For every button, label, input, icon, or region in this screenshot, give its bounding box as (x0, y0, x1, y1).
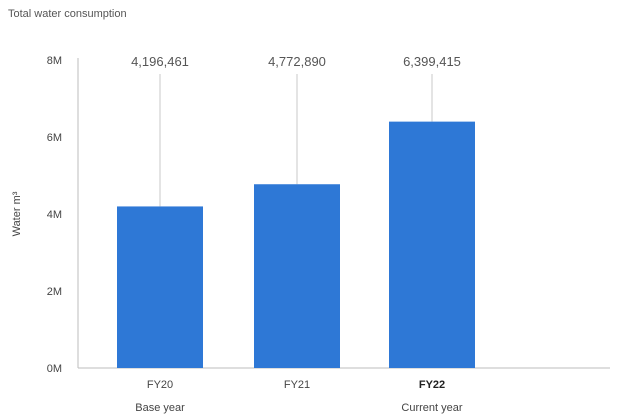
bar (254, 184, 340, 368)
y-tick-label: 2M (47, 286, 62, 298)
x-tick-sublabel: Current year (401, 402, 462, 414)
value-label: 4,772,890 (268, 54, 326, 69)
y-axis-title: Water m³ (11, 191, 23, 236)
bar (389, 121, 475, 368)
y-tick-label: 0M (47, 363, 62, 375)
x-tick-sublabel: Base year (135, 402, 185, 414)
value-label: 4,196,461 (131, 54, 189, 69)
y-tick-label: 8M (47, 55, 62, 67)
value-label: 6,399,415 (403, 54, 461, 69)
x-tick-label: FY22 (419, 379, 445, 391)
bar (117, 206, 203, 368)
x-tick-label: FY20 (147, 379, 173, 391)
x-tick-label: FY21 (284, 379, 310, 391)
chart-title: Total water consumption (8, 8, 127, 20)
y-tick-label: 6M (47, 132, 62, 144)
y-tick-label: 4M (47, 209, 62, 221)
